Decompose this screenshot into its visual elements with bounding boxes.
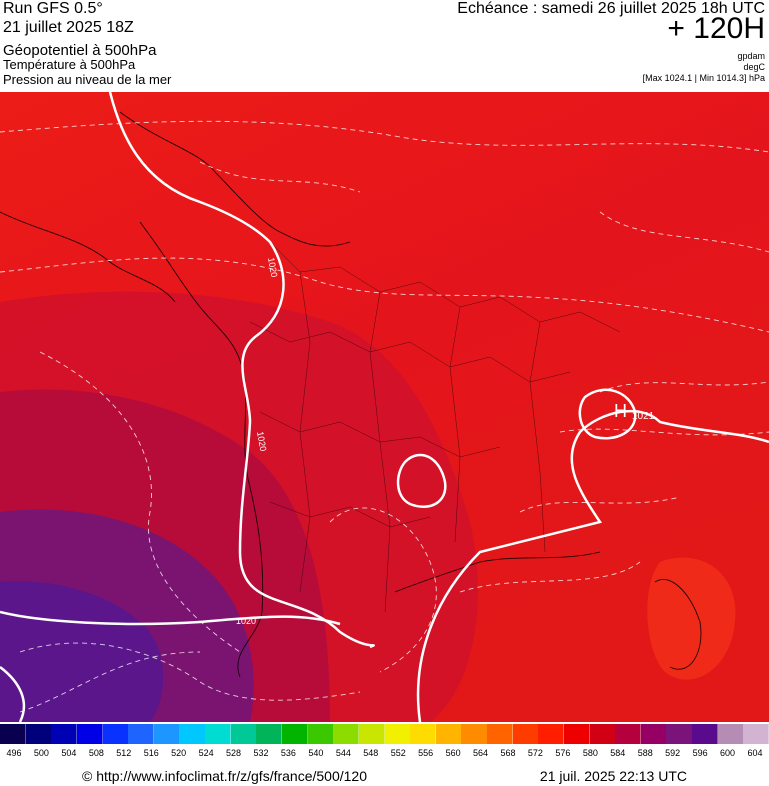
- scale-tick-label: 548: [363, 748, 379, 758]
- scale-swatch: [0, 724, 27, 744]
- high-pressure-marker: H: [614, 401, 627, 421]
- high-pressure-value: 1021: [632, 411, 655, 422]
- weather-map: 1020 1020 1020 H 1021: [0, 92, 769, 722]
- isobar-1020-north: [108, 92, 375, 649]
- source-url: © http://www.infoclimat.fr/z/gfs/france/…: [82, 768, 367, 784]
- scale-swatch: [230, 724, 257, 744]
- scale-tick-label: 584: [610, 748, 626, 758]
- scale-swatch: [666, 724, 693, 744]
- scale-swatch: [435, 724, 462, 744]
- coastlines: [0, 111, 702, 678]
- scale-tick-label: 524: [198, 748, 214, 758]
- scale-tick-label: 576: [555, 748, 571, 758]
- scale-swatch: [640, 724, 667, 744]
- isobar-1020-east: [416, 409, 769, 722]
- band-600: [0, 581, 164, 722]
- isobar-closed-massif: [396, 453, 447, 508]
- scale-tick-label: 544: [335, 748, 351, 758]
- scale-tick-label: 532: [253, 748, 269, 758]
- scale-swatch: [512, 724, 539, 744]
- scale-tick-label: 536: [280, 748, 296, 758]
- isobar-west-loop: [0, 666, 26, 722]
- scale-swatch: [281, 724, 309, 744]
- scale-swatch: [589, 724, 616, 744]
- scale-swatch: [743, 724, 769, 744]
- scale-tick-label: 560: [445, 748, 461, 758]
- scale-swatch: [538, 724, 565, 744]
- scale-tick-label: 508: [88, 748, 104, 758]
- scale-tick-label: 512: [116, 748, 132, 758]
- scale-tick-label: 552: [390, 748, 406, 758]
- scale-swatch: [76, 724, 104, 744]
- run-title: Run GFS 0.5°: [3, 0, 103, 17]
- scale-swatch: [692, 724, 719, 744]
- scale-tick-label: 556: [418, 748, 434, 758]
- run-date: 21 juillet 2025 18Z: [3, 19, 134, 36]
- scale-swatch: [153, 724, 180, 744]
- scale-swatch: [205, 724, 232, 744]
- unit-degc: degC: [743, 62, 765, 72]
- scale-swatch: [615, 724, 642, 744]
- scale-tick-label: 604: [747, 748, 763, 758]
- scale-tick-label: 596: [692, 748, 708, 758]
- pressure-max-min: [Max 1024.1 | Min 1014.3] hPa: [642, 73, 765, 83]
- unit-gpdam: gpdam: [737, 51, 765, 61]
- scale-ticks: 496 500 504 508 512 516 520 524 528 532 536 540 544 5…: [0, 748, 769, 762]
- isobar-label-south: 1020: [236, 616, 256, 626]
- scale-swatch: [461, 724, 488, 744]
- scale-swatch: [487, 724, 514, 744]
- scale-tick-label: 592: [665, 748, 681, 758]
- isobar-closed-alps: [578, 388, 637, 440]
- scale-tick-label: 504: [61, 748, 77, 758]
- scale-swatch: [384, 724, 411, 744]
- scale-tick-label: 600: [720, 748, 736, 758]
- forecast-valid-time: Echéance : samedi 26 juillet 2025 18h UT…: [457, 0, 765, 17]
- scale-swatch: [25, 724, 52, 744]
- scale-tick-label: 520: [171, 748, 187, 758]
- warm-core: [647, 557, 736, 680]
- scale-swatch: [179, 724, 206, 744]
- scale-tick-label: 568: [500, 748, 516, 758]
- scale-swatch: [358, 724, 385, 744]
- layer-temperature: Température à 500hPa: [3, 57, 136, 72]
- borders: [249, 231, 621, 613]
- layer-geopotential: Géopotentiel à 500hPa: [3, 42, 157, 59]
- scale-tick-label: 516: [143, 748, 159, 758]
- generated-timestamp: 21 juil. 2025 22:13 UTC: [539, 768, 687, 784]
- scale-swatch: [128, 724, 155, 744]
- scale-tick-label: 572: [527, 748, 543, 758]
- scale-swatch: [410, 724, 437, 744]
- scale-tick-label: 496: [6, 748, 22, 758]
- scale-swatch: [307, 724, 334, 744]
- scale-swatch: [717, 724, 744, 744]
- scale-tick-label: 580: [582, 748, 598, 758]
- color-scale: [0, 724, 769, 744]
- scale-swatch: [256, 724, 283, 744]
- forecast-horizon: + 120H: [667, 12, 765, 45]
- scale-tick-label: 540: [308, 748, 324, 758]
- isobar-label-mid: 1020: [255, 431, 268, 452]
- isobar-label-north: 1020: [266, 257, 279, 278]
- scale-swatch: [563, 724, 591, 744]
- scale-swatch: [102, 724, 129, 744]
- scale-swatch: [333, 724, 360, 744]
- scale-tick-label: 500: [33, 748, 49, 758]
- scale-tick-label: 564: [473, 748, 489, 758]
- scale-tick-label: 528: [226, 748, 242, 758]
- scale-swatch: [51, 724, 78, 744]
- isobar-1020-south: [0, 610, 341, 626]
- isobars: [0, 92, 769, 722]
- scale-tick-label: 588: [637, 748, 653, 758]
- layer-pressure: Pression au niveau de la mer: [3, 72, 172, 87]
